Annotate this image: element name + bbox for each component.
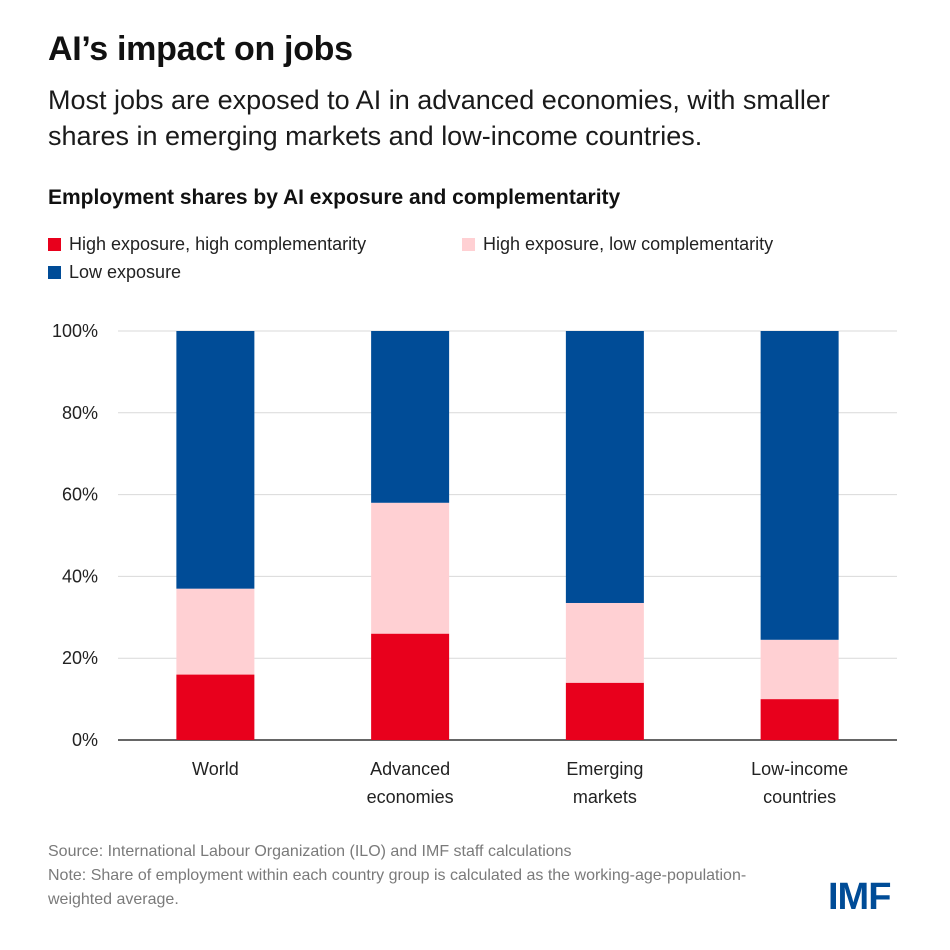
bar-segment [176,674,255,740]
legend-swatch-low-exposure [48,266,61,279]
chart-main-title: AI’s impact on jobs [48,30,353,68]
imf-logo: IMF [828,876,891,918]
bar-segment [371,633,450,740]
y-tick-label: 80% [62,403,98,423]
bar-segment [760,699,839,740]
legend-item-low-exposure: Low exposure [48,262,181,283]
methodology-note: Note: Share of employment within each co… [48,867,747,908]
x-tick-label: World [192,759,239,779]
legend-label-high-high: High exposure, high complementarity [69,234,367,254]
x-tick-label: Low-income countries [751,759,848,807]
legend-item-high-high: High exposure, high complementarity [48,234,366,255]
bar-segment [176,588,255,675]
y-tick-label: 60% [62,485,98,505]
footer: Source: International Labour Organizatio… [48,840,788,912]
bar-segment [565,602,644,683]
legend-label-high-low: High exposure, low complementarity [483,234,774,254]
y-tick-label: 20% [62,648,98,668]
y-tick-label: 40% [62,566,98,586]
chart-subtitle: Most jobs are exposed to AI in advanced … [48,85,830,151]
bar-segment [371,331,450,503]
legend-label-low-exposure: Low exposure [69,262,182,282]
y-tick-label: 0% [72,730,98,750]
chart-title: Employment shares by AI exposure and com… [48,186,621,209]
bar-segment [760,639,839,700]
x-tick-label: Emerging markets [566,759,643,807]
source-note: Source: International Labour Organizatio… [48,843,572,860]
legend-item-high-low: High exposure, low complementarity [462,234,773,255]
bar-segment [565,331,644,603]
stacked-bar-chart: 0% 20% 40% 60% 80% 100% World Advanced economies… [52,321,897,807]
bar-segment [565,682,644,740]
y-tick-label: 100% [52,321,98,341]
bar-segment [176,331,255,589]
legend-swatch-high-high [48,238,61,251]
legend-swatch-high-low [462,238,475,251]
bar-segment [371,502,450,634]
x-tick-label: Advanced economies [367,759,454,807]
bar-segment [760,331,839,640]
